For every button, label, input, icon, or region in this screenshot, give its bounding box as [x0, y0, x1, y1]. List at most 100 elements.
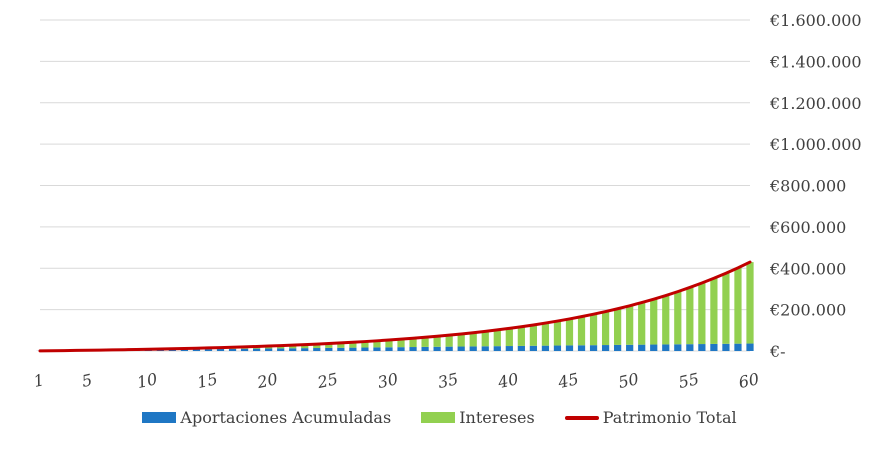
bar-intereses — [734, 267, 742, 344]
legend-item-patrimonio: Patrimonio Total — [564, 408, 737, 427]
bar-aportaciones — [517, 345, 525, 351]
bar-aportaciones — [650, 344, 658, 351]
bar-aportaciones — [373, 347, 381, 351]
x-tick-label: 55 — [677, 369, 701, 392]
bar-intereses — [409, 338, 417, 348]
bar-intereses — [638, 302, 646, 345]
bar-aportaciones — [397, 347, 405, 351]
bar-aportaciones — [638, 344, 646, 351]
bar-intereses — [301, 344, 309, 349]
bar-intereses — [289, 345, 297, 349]
bar-aportaciones — [421, 346, 429, 351]
bar-aportaciones — [493, 346, 501, 351]
bar-intereses — [325, 343, 333, 348]
bar-aportaciones — [457, 346, 465, 351]
bar-aportaciones — [505, 346, 513, 351]
bar-intereses — [662, 295, 670, 345]
bar-aportaciones — [216, 349, 225, 351]
y-tick-label: €200.000 — [769, 301, 846, 320]
y-tick-label: €1.400.000 — [769, 52, 862, 71]
legend-label-patrimonio: Patrimonio Total — [602, 408, 737, 427]
bar-aportaciones — [301, 348, 309, 351]
bar-intereses — [445, 335, 453, 347]
bar-aportaciones — [734, 343, 742, 351]
bar-intereses — [493, 329, 501, 347]
bar-aportaciones — [180, 349, 189, 351]
bar-aportaciones — [577, 345, 586, 351]
bar-intereses — [337, 342, 345, 348]
bar-aportaciones — [662, 344, 670, 351]
bar-intereses — [349, 342, 357, 348]
bar-intereses — [698, 283, 706, 345]
bar-aportaciones — [385, 347, 393, 351]
gridlines — [40, 19, 750, 352]
bar-intereses — [710, 278, 718, 344]
bar-intereses — [686, 287, 694, 345]
x-tick-label: 25 — [315, 369, 340, 392]
x-tick-label: 40 — [495, 369, 520, 392]
y-tick-label: €1.600.000 — [769, 11, 862, 30]
bar-intereses — [421, 337, 429, 347]
line-patrimonio-total — [38, 260, 752, 353]
bar-aportaciones — [409, 347, 417, 351]
bar-intereses — [517, 326, 525, 346]
bar-intereses — [553, 321, 562, 346]
legend: Aportaciones Acumuladas Intereses Patrim… — [0, 408, 879, 427]
bar-aportaciones — [626, 344, 634, 351]
bar-aportaciones — [469, 346, 477, 351]
x-tick-label: 20 — [255, 369, 280, 392]
bar-aportaciones — [541, 345, 550, 351]
legend-swatch-patrimonio — [564, 415, 599, 420]
bar-aportaciones — [698, 344, 706, 351]
x-tick-label: 10 — [135, 369, 159, 392]
bar-aportaciones — [722, 343, 730, 351]
bar-aportaciones — [325, 347, 333, 351]
y-tick-label: €1.000.000 — [769, 135, 862, 154]
bar-aportaciones — [361, 347, 369, 351]
bar-intereses — [722, 273, 730, 344]
bar-intereses — [469, 332, 477, 347]
x-tick-label: 60 — [737, 369, 761, 392]
y-tick-label: €1.200.000 — [769, 94, 862, 113]
bar-aportaciones — [192, 349, 201, 351]
bar-intereses — [674, 291, 682, 345]
x-tick-label: 50 — [617, 369, 641, 392]
bar-aportaciones — [253, 348, 261, 351]
bar-aportaciones — [240, 348, 249, 351]
bar-aportaciones — [445, 346, 453, 351]
bar-intereses — [505, 328, 513, 347]
bar-intereses — [565, 318, 574, 346]
bar-aportaciones — [529, 345, 537, 351]
bar-intereses — [650, 299, 658, 345]
bar-intereses — [589, 314, 598, 346]
bar-intereses — [361, 341, 369, 348]
x-tick-label: 5 — [80, 370, 94, 391]
y-tick-label: €400.000 — [769, 259, 846, 278]
y-tick-labels: €- €200.000 €400.000 €600.000 €800.000 €1.000… — [769, 11, 862, 361]
legend-swatch-aportaciones — [142, 412, 177, 423]
bar-intereses — [529, 324, 537, 346]
bar-intereses — [373, 340, 381, 348]
x-tick-labels: 1 5 10 15 20 25 30 35 40 45 50 55 60 — [32, 369, 761, 392]
bar-intereses — [433, 336, 441, 347]
legend-swatch-intereses — [421, 412, 456, 423]
bar-intereses — [614, 308, 622, 345]
bar-aportaciones — [265, 348, 273, 351]
bar-aportaciones — [746, 343, 754, 351]
bar-aportaciones — [289, 348, 297, 351]
bar-intereses — [746, 262, 754, 344]
bar-intereses — [577, 316, 586, 346]
y-tick-label: €800.000 — [769, 177, 846, 196]
bar-aportaciones — [674, 344, 682, 351]
bar-aportaciones — [614, 344, 622, 351]
legend-item-intereses: Intereses — [421, 408, 535, 427]
legend-item-aportaciones: Aportaciones Acumuladas — [142, 408, 391, 427]
bar-aportaciones — [481, 346, 489, 351]
bar-intereses — [313, 344, 321, 349]
bar-aportaciones — [710, 343, 718, 351]
bar-intereses — [397, 339, 405, 348]
bar-intereses — [457, 333, 465, 347]
bar-intereses — [541, 323, 550, 346]
bar-aportaciones — [349, 347, 357, 351]
